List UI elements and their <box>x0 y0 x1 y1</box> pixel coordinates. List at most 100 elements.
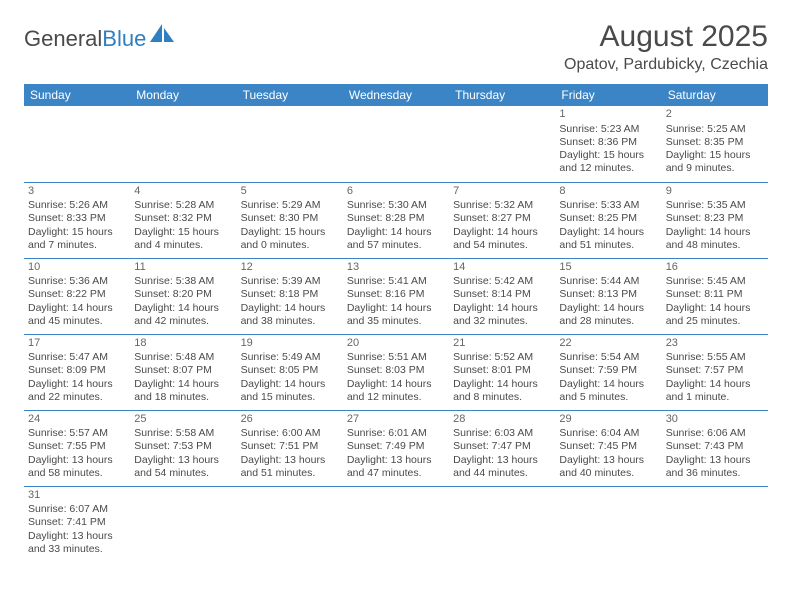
empty-cell <box>237 486 343 562</box>
day-cell: 7Sunrise: 5:32 AMSunset: 8:27 PMDaylight… <box>449 182 555 258</box>
day1-text: Daylight: 13 hours <box>453 454 551 467</box>
day1-text: Daylight: 14 hours <box>347 226 445 239</box>
day-header: Thursday <box>449 84 555 106</box>
logo-text-second: Blue <box>102 26 146 51</box>
day2-text: and 48 minutes. <box>666 239 764 252</box>
sunset-text: Sunset: 8:35 PM <box>666 136 764 149</box>
month-title: August 2025 <box>564 20 768 54</box>
day-number: 22 <box>559 337 657 351</box>
day2-text: and 47 minutes. <box>347 467 445 480</box>
day2-text: and 33 minutes. <box>28 543 126 556</box>
day-number: 7 <box>453 185 551 199</box>
empty-cell <box>24 106 130 182</box>
day1-text: Daylight: 14 hours <box>666 302 764 315</box>
sunrise-text: Sunrise: 6:03 AM <box>453 427 551 440</box>
logo-text: GeneralBlue <box>24 26 146 52</box>
sunset-text: Sunset: 8:33 PM <box>28 212 126 225</box>
empty-cell <box>555 486 661 562</box>
day2-text: and 15 minutes. <box>241 391 339 404</box>
day-cell: 30Sunrise: 6:06 AMSunset: 7:43 PMDayligh… <box>662 410 768 486</box>
week-row: 10Sunrise: 5:36 AMSunset: 8:22 PMDayligh… <box>24 258 768 334</box>
sunset-text: Sunset: 8:20 PM <box>134 288 232 301</box>
day1-text: Daylight: 14 hours <box>666 378 764 391</box>
day-cell: 28Sunrise: 6:03 AMSunset: 7:47 PMDayligh… <box>449 410 555 486</box>
sunset-text: Sunset: 8:11 PM <box>666 288 764 301</box>
day1-text: Daylight: 13 hours <box>241 454 339 467</box>
location: Opatov, Pardubicky, Czechia <box>564 56 768 74</box>
day-number: 8 <box>559 185 657 199</box>
day-cell: 8Sunrise: 5:33 AMSunset: 8:25 PMDaylight… <box>555 182 661 258</box>
day-cell: 29Sunrise: 6:04 AMSunset: 7:45 PMDayligh… <box>555 410 661 486</box>
day-header: Sunday <box>24 84 130 106</box>
day-cell: 10Sunrise: 5:36 AMSunset: 8:22 PMDayligh… <box>24 258 130 334</box>
sunrise-text: Sunrise: 6:00 AM <box>241 427 339 440</box>
day-cell: 26Sunrise: 6:00 AMSunset: 7:51 PMDayligh… <box>237 410 343 486</box>
empty-cell <box>237 106 343 182</box>
sunset-text: Sunset: 8:36 PM <box>559 136 657 149</box>
sunrise-text: Sunrise: 5:35 AM <box>666 199 764 212</box>
day-cell: 13Sunrise: 5:41 AMSunset: 8:16 PMDayligh… <box>343 258 449 334</box>
sunset-text: Sunset: 8:22 PM <box>28 288 126 301</box>
day2-text: and 7 minutes. <box>28 239 126 252</box>
day2-text: and 42 minutes. <box>134 315 232 328</box>
empty-cell <box>449 486 555 562</box>
day1-text: Daylight: 14 hours <box>134 378 232 391</box>
day1-text: Daylight: 14 hours <box>559 226 657 239</box>
sunrise-text: Sunrise: 6:04 AM <box>559 427 657 440</box>
sunrise-text: Sunrise: 5:45 AM <box>666 275 764 288</box>
day-number: 1 <box>559 108 657 122</box>
sunrise-text: Sunrise: 5:25 AM <box>666 123 764 136</box>
sunset-text: Sunset: 7:45 PM <box>559 440 657 453</box>
sunset-text: Sunset: 8:13 PM <box>559 288 657 301</box>
day-number: 4 <box>134 185 232 199</box>
day-header: Friday <box>555 84 661 106</box>
day-number: 16 <box>666 261 764 275</box>
sunrise-text: Sunrise: 5:39 AM <box>241 275 339 288</box>
day-header: Wednesday <box>343 84 449 106</box>
day-header: Saturday <box>662 84 768 106</box>
day-number: 26 <box>241 413 339 427</box>
sunrise-text: Sunrise: 5:33 AM <box>559 199 657 212</box>
day2-text: and 40 minutes. <box>559 467 657 480</box>
day2-text: and 1 minute. <box>666 391 764 404</box>
sunset-text: Sunset: 8:27 PM <box>453 212 551 225</box>
day-header-row: SundayMondayTuesdayWednesdayThursdayFrid… <box>24 84 768 106</box>
sunset-text: Sunset: 7:51 PM <box>241 440 339 453</box>
sunset-text: Sunset: 8:07 PM <box>134 364 232 377</box>
sunrise-text: Sunrise: 5:38 AM <box>134 275 232 288</box>
day2-text: and 9 minutes. <box>666 162 764 175</box>
day1-text: Daylight: 13 hours <box>28 454 126 467</box>
day1-text: Daylight: 15 hours <box>666 149 764 162</box>
sunset-text: Sunset: 7:41 PM <box>28 516 126 529</box>
day1-text: Daylight: 14 hours <box>241 378 339 391</box>
day-number: 30 <box>666 413 764 427</box>
day-cell: 24Sunrise: 5:57 AMSunset: 7:55 PMDayligh… <box>24 410 130 486</box>
sunrise-text: Sunrise: 5:44 AM <box>559 275 657 288</box>
sunrise-text: Sunrise: 5:55 AM <box>666 351 764 364</box>
empty-cell <box>662 486 768 562</box>
sunset-text: Sunset: 8:09 PM <box>28 364 126 377</box>
day-cell: 11Sunrise: 5:38 AMSunset: 8:20 PMDayligh… <box>130 258 236 334</box>
day-cell: 14Sunrise: 5:42 AMSunset: 8:14 PMDayligh… <box>449 258 555 334</box>
sunset-text: Sunset: 7:43 PM <box>666 440 764 453</box>
day-cell: 18Sunrise: 5:48 AMSunset: 8:07 PMDayligh… <box>130 334 236 410</box>
day-number: 12 <box>241 261 339 275</box>
day2-text: and 35 minutes. <box>347 315 445 328</box>
day-cell: 1Sunrise: 5:23 AMSunset: 8:36 PMDaylight… <box>555 106 661 182</box>
day-number: 6 <box>347 185 445 199</box>
day1-text: Daylight: 13 hours <box>28 530 126 543</box>
day2-text: and 58 minutes. <box>28 467 126 480</box>
day1-text: Daylight: 14 hours <box>559 378 657 391</box>
day-cell: 23Sunrise: 5:55 AMSunset: 7:57 PMDayligh… <box>662 334 768 410</box>
day-cell: 27Sunrise: 6:01 AMSunset: 7:49 PMDayligh… <box>343 410 449 486</box>
empty-cell <box>343 486 449 562</box>
calendar-head: SundayMondayTuesdayWednesdayThursdayFrid… <box>24 84 768 106</box>
day2-text: and 51 minutes. <box>559 239 657 252</box>
title-block: August 2025 Opatov, Pardubicky, Czechia <box>564 20 768 74</box>
sunset-text: Sunset: 8:14 PM <box>453 288 551 301</box>
day-cell: 9Sunrise: 5:35 AMSunset: 8:23 PMDaylight… <box>662 182 768 258</box>
day-number: 10 <box>28 261 126 275</box>
day2-text: and 36 minutes. <box>666 467 764 480</box>
sunrise-text: Sunrise: 5:30 AM <box>347 199 445 212</box>
sunset-text: Sunset: 8:16 PM <box>347 288 445 301</box>
